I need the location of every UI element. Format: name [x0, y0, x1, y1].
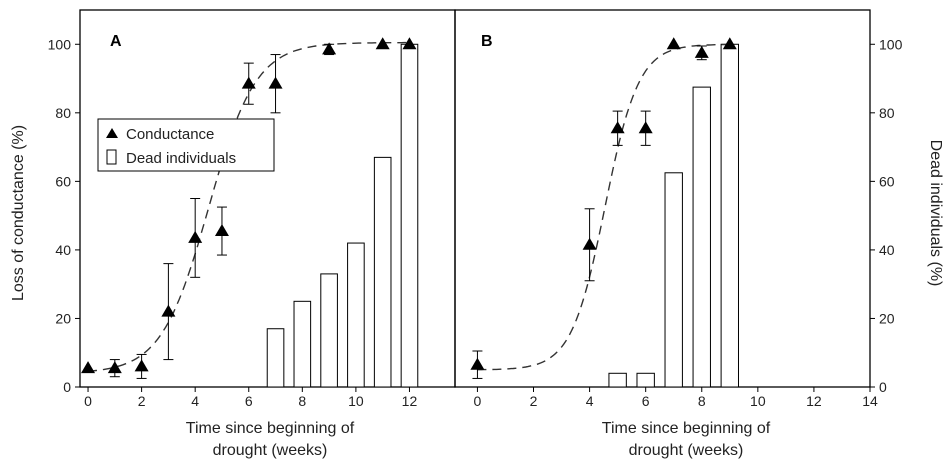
xtick-label-b-10: 10 [750, 393, 766, 409]
panel-a-points [81, 37, 417, 379]
bar-b-week-5 [608, 372, 627, 388]
panel-a-fit-curve [87, 41, 410, 372]
ytick-label-b-60: 60 [879, 173, 895, 189]
panel-b-ylabel: Dead individuals (%) [927, 140, 944, 287]
ytick-label-b-20: 20 [879, 310, 895, 326]
point-b-week-5 [610, 121, 625, 134]
point-a-week-7 [268, 76, 283, 89]
xtick-label-b-2: 2 [530, 393, 538, 409]
panel-a-axes: 0 2 4 6 8 10 12 0 20 40 60 80 100 [48, 36, 418, 409]
point-a-week-11 [375, 37, 390, 50]
fit-curve-a [87, 41, 410, 372]
point-a-week-4 [188, 230, 203, 243]
xtick-label-b-8: 8 [698, 393, 706, 409]
xtick-label-a-8: 8 [298, 393, 306, 409]
xtick-label-b-14: 14 [862, 393, 878, 409]
bar-b-week-6 [636, 372, 655, 388]
point-b-week-7 [666, 37, 681, 50]
bar-a-week-8 [293, 300, 312, 388]
legend-box [97, 118, 275, 172]
xtick-label-a-4: 4 [191, 393, 199, 409]
ytick-label-a-20: 20 [55, 310, 71, 326]
point-b-week-0 [470, 357, 485, 370]
point-a-week-6 [241, 76, 256, 89]
xtick-label-b-12: 12 [806, 393, 822, 409]
xtick-label-a-2: 2 [138, 393, 146, 409]
panel-b-frame [454, 9, 871, 388]
bar-b-week-7 [664, 172, 683, 388]
legend-triangle-icon [106, 128, 118, 138]
point-a-week-1 [107, 361, 122, 374]
point-a-week-5 [214, 224, 229, 237]
point-b-week-8 [694, 45, 709, 58]
panel-a-label: A [110, 33, 122, 50]
point-a-week-2 [134, 359, 149, 372]
fit-curve-b [477, 43, 730, 371]
panel-a-xlabel-line1: Time since beginning of [186, 420, 355, 437]
legend-open-bar-icon [106, 149, 117, 165]
xtick-label-b-6: 6 [642, 393, 650, 409]
bar-a-week-12 [400, 43, 419, 388]
panel-b-xlabel-line2: drought (weeks) [629, 442, 744, 459]
panel-b-fit-curve [477, 43, 730, 371]
ytick-label-b-100: 100 [879, 36, 903, 52]
bar-a-week-7 [266, 328, 285, 388]
point-a-week-0 [81, 361, 96, 374]
legend-item-dead-individuals: Dead individuals [126, 150, 236, 167]
xtick-label-a-0: 0 [84, 393, 92, 409]
bar-a-week-10 [347, 242, 365, 388]
ytick-label-a-60: 60 [55, 173, 71, 189]
ytick-label-a-40: 40 [55, 242, 71, 258]
legend-item-conductance: Conductance [126, 126, 214, 143]
ytick-label-b-0: 0 [879, 379, 887, 395]
point-b-week-4 [582, 237, 597, 250]
bar-b-week-9 [720, 43, 739, 388]
xtick-label-a-6: 6 [245, 393, 253, 409]
point-a-week-9 [322, 42, 337, 55]
ytick-label-a-0: 0 [63, 379, 71, 395]
xtick-label-a-12: 12 [402, 393, 418, 409]
panel-a-xlabel-line2: drought (weeks) [213, 442, 328, 459]
point-a-week-12 [402, 37, 417, 50]
point-b-week-6 [638, 121, 653, 134]
panel-a-bars [266, 43, 419, 388]
ytick-label-b-40: 40 [879, 242, 895, 258]
legend: Conductance Dead individuals [97, 118, 275, 172]
xtick-label-b-4: 4 [586, 393, 594, 409]
panel-b-xlabel-line1: Time since beginning of [602, 420, 771, 437]
xtick-label-b-0: 0 [474, 393, 482, 409]
panel-b-bars [608, 43, 739, 388]
point-a-week-3 [161, 304, 176, 317]
panel-a-ylabel: Loss of conductance (%) [10, 125, 27, 301]
bar-a-week-9 [320, 273, 338, 388]
ytick-label-b-80: 80 [879, 105, 895, 121]
xtick-label-a-10: 10 [348, 393, 364, 409]
panel-b-label: B [481, 33, 493, 50]
point-b-week-9 [722, 37, 737, 50]
bar-a-week-11 [373, 156, 392, 388]
bar-b-week-8 [692, 86, 711, 388]
ytick-label-a-100: 100 [48, 36, 72, 52]
panel-b-points [470, 37, 737, 379]
ytick-label-a-80: 80 [55, 105, 71, 121]
